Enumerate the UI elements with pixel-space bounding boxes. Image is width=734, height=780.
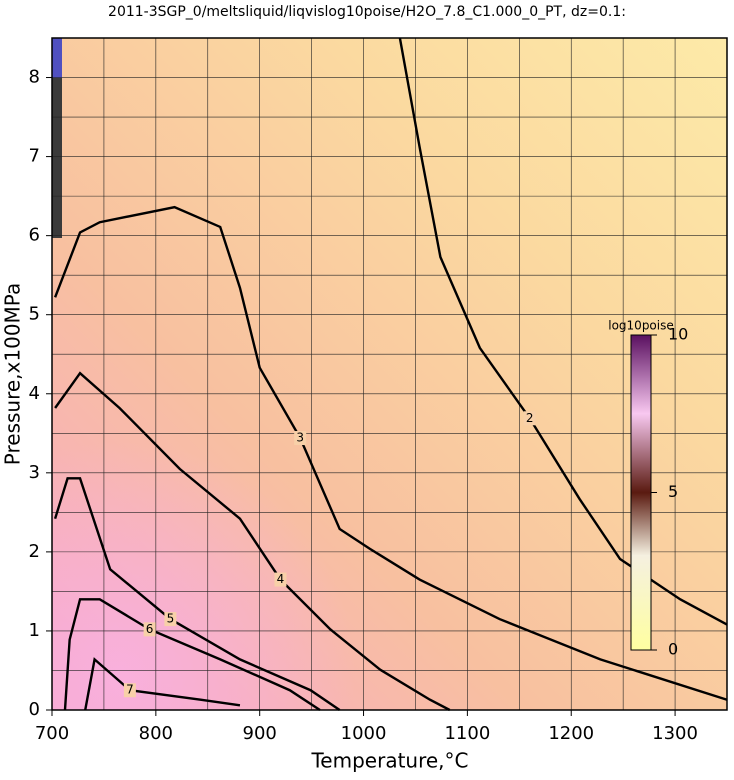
colorbar-tick-label: 5 [668,482,678,501]
contour-label: 2 [526,411,534,425]
y-tick-label: 5 [29,304,40,325]
contour-label: 5 [167,612,175,626]
contour-line [63,598,321,712]
colorbar-tick-label: 10 [668,325,688,344]
contour-line [53,205,728,701]
edge-strip-top [52,38,62,78]
y-tick-label: 6 [29,225,40,246]
x-tick-label: 1200 [548,723,594,744]
colorbar-tick-label: 0 [668,640,678,659]
x-tick-label: 1300 [652,723,698,744]
y-tick-label: 3 [29,462,40,483]
edge-strip [52,38,62,238]
contour-label-bg [274,572,287,587]
y-tick-label: 0 [29,699,40,720]
y-tick-label: 1 [29,620,40,641]
contour-label: 6 [146,622,154,636]
chart-title: 2011-3SGP_0/meltsliquid/liqvislog10poise… [108,4,626,20]
x-axis-label: Temperature,°C [310,749,468,773]
contour-label: 7 [126,683,134,697]
x-tick-label: 700 [35,723,69,744]
contour-label: 4 [277,572,285,586]
field-shade [52,38,727,710]
contour-label-bg [123,683,136,698]
contour-label-bg [164,612,177,627]
colorbar-label: log10poise [608,319,674,333]
contour-line [53,477,341,711]
x-tick-label: 1100 [444,723,490,744]
y-tick-label: 7 [29,146,40,167]
y-tick-label: 8 [29,67,40,88]
y-axis-label: Pressure,x100MPa [1,283,25,465]
x-tick-label: 900 [243,723,277,744]
y-tick-label: 4 [29,383,40,404]
frame [51,37,728,711]
y-tick-label: 2 [29,541,40,562]
x-tick-label: 800 [139,723,173,744]
contour-line [54,371,451,712]
contour-label-bg [294,431,307,446]
contour-label: 3 [296,431,304,445]
x-tick-label: 1000 [341,723,387,744]
colorbar [630,334,652,651]
contour-label-bg [523,411,536,426]
contour-label-bg [143,622,156,637]
